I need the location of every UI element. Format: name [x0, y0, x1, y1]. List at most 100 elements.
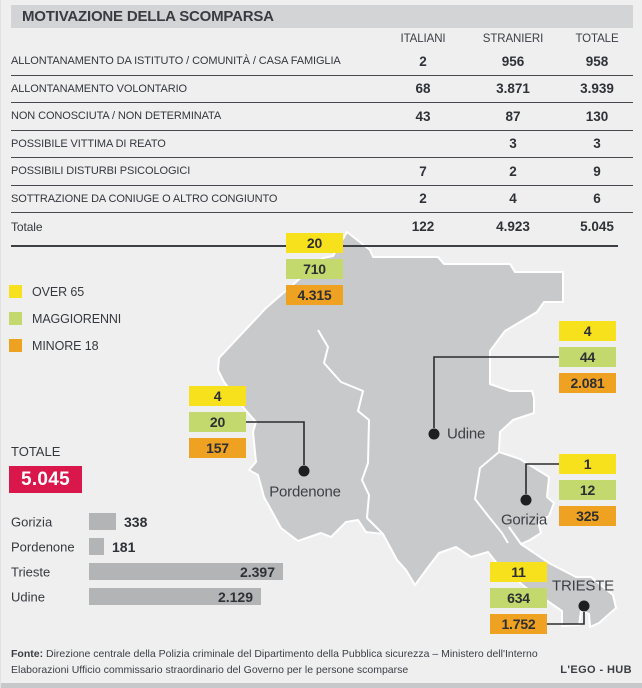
trieste-dot: [578, 600, 590, 612]
bar-value: 338: [124, 513, 148, 530]
row-label: NON CONOSCIUTA / NON DETERMINATA: [11, 110, 222, 123]
bar-row-trieste: Trieste 2.397: [11, 559, 311, 584]
udine-dot: [428, 428, 440, 440]
cell-stranieri: 3: [509, 136, 517, 152]
cell-italiani: 43: [415, 108, 431, 124]
cell-totale: 6: [593, 191, 601, 207]
legend-label: MINORE 18: [32, 338, 99, 353]
age-legend: OVER 65 MAGGIORENNI MINORE 18: [9, 285, 121, 366]
bar-label: Trieste: [11, 564, 51, 579]
cell-stranieri: 2: [509, 163, 517, 179]
table-row: ALLONTANAMENTO DA ISTITUTO / COMUNITÀ / …: [11, 48, 633, 76]
table-row: POSSIBILE VITTIMA DI REATO 3 3: [11, 131, 633, 158]
page-title: MOTIVAZIONE DELLA SCOMPARSA: [22, 8, 274, 25]
col-header-stranieri: STRANIERI: [482, 32, 544, 45]
source-note: Fonte: Direzione centrale della Polizia …: [11, 646, 586, 678]
callout-pordenone-value: 20: [189, 412, 246, 432]
legend-item-minore-18: MINORE 18: [9, 338, 121, 353]
callout-gorizia-value: 12: [559, 480, 616, 500]
row-label: SOTTRAZIONE DA CONIUGE O ALTRO CONGIUNTO: [11, 192, 278, 205]
table-total-row: Totale 122 4.923 5.045: [11, 213, 633, 241]
callout-regione-totale-value: 710: [286, 259, 343, 279]
border-pordenone-udine: [317, 329, 384, 535]
title-bar: MOTIVAZIONE DELLA SCOMPARSA: [11, 5, 633, 28]
source-line-2: Elaborazioni Ufficio commissario straord…: [11, 664, 409, 676]
cell-italiani: 2: [419, 191, 427, 207]
callout-regione-totale-value: 4.315: [286, 285, 343, 305]
col-header-totale: TOTALE: [575, 32, 619, 45]
callout-udine-value: 44: [559, 347, 616, 367]
col-header-italiani: ITALIANI: [400, 32, 446, 45]
table-row: POSSIBILI DISTURBI PSICOLOGICI 7 2 9: [11, 158, 633, 186]
gorizia-callout-line: [525, 463, 559, 494]
row-label: ALLONTANAMENTO VOLONTARIO: [11, 82, 187, 95]
bar-fill: [89, 588, 261, 605]
city-label-trieste: TRIESTE: [552, 577, 614, 595]
legend-label: MAGGIORENNI: [32, 311, 122, 326]
totale-label: TOTALE: [11, 444, 61, 459]
table-row: SOTTRAZIONE DA CONIUGE O ALTRO CONGIUNTO…: [11, 186, 633, 213]
legend-item-over-65: OVER 65: [9, 284, 121, 299]
bar-value: 2.397: [239, 563, 275, 580]
cell-totale: 958: [585, 53, 609, 69]
cell-italiani: 122: [411, 219, 435, 235]
row-label: Totale: [11, 219, 43, 234]
bottom-edge: [1, 683, 642, 688]
source-prefix: Fonte:: [11, 648, 44, 660]
bar-value: 181: [112, 538, 136, 555]
legend-item-maggiorenni: MAGGIORENNI: [9, 311, 122, 326]
callout-regione-totale-value: 20: [286, 233, 343, 253]
bar-fill: [89, 563, 283, 580]
table-header: ITALIANI STRANIERI TOTALE: [11, 29, 633, 48]
callout-udine-value: 2.081: [559, 373, 616, 393]
callout-udine-value: 4: [559, 321, 616, 341]
cell-italiani: 2: [419, 53, 427, 69]
pordenone-callout-line: [246, 421, 305, 465]
callout-pordenone-value: 4: [189, 386, 246, 406]
border-gorizia-trieste: [508, 526, 522, 545]
brand-credit: L'EGO - HUB: [560, 664, 632, 676]
bar-label: Udine: [11, 589, 45, 604]
cell-totale: 5.045: [580, 219, 614, 235]
yellow-swatch-icon: [9, 285, 22, 298]
table-row: NON CONOSCIUTA / NON DETERMINATA 43 87 130: [11, 103, 633, 131]
source-line-1: Fonte: Direzione centrale della Polizia …: [11, 648, 538, 660]
cell-stranieri: 3.871: [496, 81, 530, 97]
callout-gorizia-value: 1: [559, 454, 616, 474]
cell-totale: 3.939: [580, 81, 614, 97]
cell-stranieri: 4.923: [496, 219, 530, 235]
bar-row-pordenone: Pordenone 181: [11, 534, 311, 559]
cell-totale: 130: [585, 108, 609, 124]
totale-value-badge: 5.045: [9, 466, 82, 493]
callout-trieste-value: 11: [490, 562, 547, 582]
bar-row-udine: Udine 2.129: [11, 584, 311, 609]
bar-value: 2.129: [217, 588, 253, 605]
cell-italiani: 7: [419, 163, 427, 179]
udine-callout-line: [433, 356, 559, 428]
row-label: POSSIBILI DISTURBI PSICOLOGICI: [11, 165, 191, 178]
cell-totale: 3: [593, 136, 601, 152]
border-udine-gorizia: [474, 451, 509, 544]
bar-label: Gorizia: [11, 514, 53, 529]
callout-trieste-value: 634: [490, 588, 547, 608]
trieste-callout-line: [547, 612, 585, 625]
callout-pordenone-value: 157: [189, 438, 246, 458]
green-swatch-icon: [9, 312, 22, 325]
bar-label: Pordenone: [11, 539, 75, 554]
bar-fill: [89, 513, 116, 530]
callout-trieste-value: 1.752: [490, 614, 547, 634]
pordenone-dot: [298, 465, 310, 477]
orange-swatch-icon: [9, 339, 22, 352]
legend-label: OVER 65: [32, 284, 85, 299]
motivation-table: ITALIANI STRANIERI TOTALE ALLONTANAMENTO…: [11, 29, 633, 241]
province-bar-chart: Gorizia 338 Pordenone 181 Trieste 2.397 Udine 2…: [11, 509, 311, 609]
bar-fill: [89, 538, 104, 555]
cell-totale: 9: [593, 163, 601, 179]
cell-stranieri: 87: [505, 108, 521, 124]
row-label: POSSIBILE VITTIMA DI REATO: [11, 137, 166, 150]
table-row: ALLONTANAMENTO VOLONTARIO 68 3.871 3.939: [11, 76, 633, 103]
cell-italiani: 68: [415, 81, 431, 97]
